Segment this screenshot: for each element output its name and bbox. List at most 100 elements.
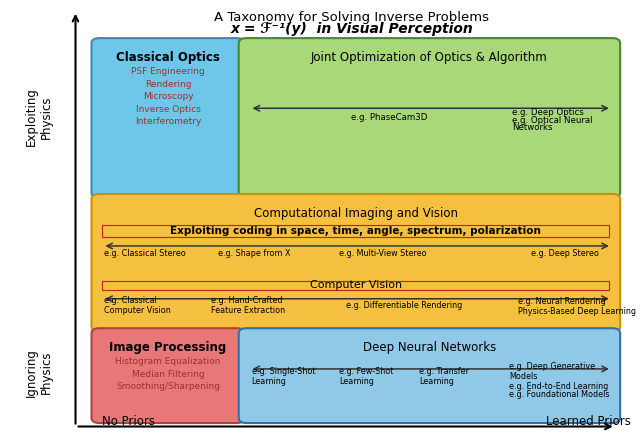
Bar (182, 281, 188, 290)
Bar (567, 281, 572, 290)
Bar (516, 225, 521, 237)
Bar (145, 225, 150, 237)
Bar (563, 225, 568, 237)
Bar (474, 281, 479, 290)
Text: e.g. Shape from X: e.g. Shape from X (218, 249, 290, 258)
Bar (411, 225, 415, 237)
Bar (466, 225, 470, 237)
Bar (584, 281, 589, 290)
Bar (102, 225, 108, 237)
Bar (208, 225, 213, 237)
Text: Computational Imaging and Vision: Computational Imaging and Vision (254, 207, 458, 220)
Bar (520, 281, 525, 290)
Bar (187, 281, 192, 290)
Bar (153, 281, 158, 290)
FancyBboxPatch shape (92, 328, 244, 423)
Bar (529, 281, 534, 290)
Bar (174, 225, 179, 237)
Bar (529, 225, 534, 237)
Bar (216, 225, 221, 237)
Bar (381, 281, 386, 290)
Bar (318, 225, 323, 237)
Bar (259, 225, 264, 237)
Bar (191, 281, 196, 290)
Text: Networks: Networks (512, 123, 552, 132)
Bar (453, 281, 458, 290)
Bar (525, 225, 530, 237)
Bar (119, 281, 124, 290)
Bar (411, 281, 415, 290)
Bar (461, 225, 467, 237)
Bar (588, 225, 593, 237)
Bar (596, 225, 602, 237)
Bar (415, 281, 420, 290)
Bar (157, 225, 162, 237)
Bar (369, 281, 373, 290)
Bar (166, 281, 171, 290)
Bar (128, 225, 132, 237)
Bar (140, 225, 145, 237)
Bar (487, 281, 492, 290)
Bar (267, 225, 272, 237)
Bar (466, 281, 470, 290)
Text: e.g. Neural Rendering: e.g. Neural Rendering (518, 297, 606, 306)
Bar (305, 281, 310, 290)
Bar (182, 225, 188, 237)
Bar (550, 225, 555, 237)
Bar (115, 281, 120, 290)
Bar (394, 281, 399, 290)
Bar (575, 225, 580, 237)
Bar (111, 281, 116, 290)
Bar (271, 281, 276, 290)
Bar (381, 225, 386, 237)
Text: x = ℱ⁻¹(y)  in Visual Perception: x = ℱ⁻¹(y) in Visual Perception (230, 22, 474, 36)
Bar (280, 225, 285, 237)
Bar (149, 225, 154, 237)
Bar (351, 281, 356, 290)
Bar (436, 225, 441, 237)
Bar (204, 281, 209, 290)
Bar (149, 281, 154, 290)
Text: Physics-Based Deep Learning: Physics-Based Deep Learning (518, 307, 636, 316)
Bar (541, 281, 547, 290)
Bar (309, 225, 314, 237)
Bar (343, 225, 348, 237)
Bar (432, 225, 436, 237)
Bar (246, 225, 251, 237)
Bar (297, 225, 301, 237)
Bar (263, 281, 268, 290)
Bar (356, 225, 361, 237)
Bar (499, 225, 504, 237)
Bar (140, 281, 145, 290)
Bar (605, 225, 610, 237)
Bar (276, 225, 280, 237)
Bar (559, 281, 563, 290)
Bar (229, 225, 234, 237)
Bar (145, 281, 150, 290)
Bar (318, 281, 323, 290)
Bar (406, 281, 412, 290)
Text: Joint Optimization of Optics & Algorithm: Joint Optimization of Optics & Algorithm (311, 51, 548, 64)
FancyBboxPatch shape (239, 328, 620, 423)
Bar (250, 225, 255, 237)
Bar (335, 281, 340, 290)
Bar (348, 225, 352, 237)
Text: Image Processing: Image Processing (109, 341, 227, 354)
Bar (491, 281, 496, 290)
Bar (107, 281, 111, 290)
Bar (179, 225, 183, 237)
Bar (483, 225, 488, 237)
Bar (297, 281, 301, 290)
Bar (584, 225, 589, 237)
Bar (292, 225, 298, 237)
Bar (237, 225, 243, 237)
Bar (102, 281, 609, 290)
Bar (255, 225, 259, 237)
Bar (132, 225, 137, 237)
Text: e.g. Foundational Models: e.g. Foundational Models (509, 390, 609, 398)
Bar (288, 281, 293, 290)
Bar (457, 281, 462, 290)
Text: e.g. Transfer
Learning: e.g. Transfer Learning (419, 367, 469, 386)
Bar (339, 225, 344, 237)
Bar (512, 281, 517, 290)
